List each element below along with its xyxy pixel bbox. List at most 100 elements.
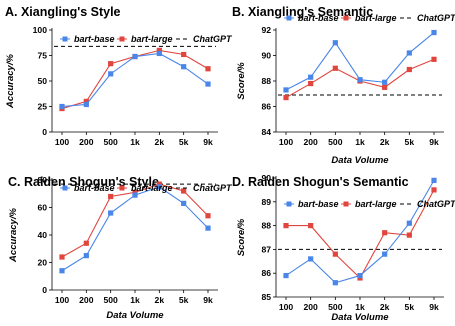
y-tick-label: 92: [261, 25, 271, 35]
data-point-bart-large: [132, 189, 138, 195]
legend-entry-bart-base: bart-base: [298, 199, 339, 209]
x-tick-label: 2k: [380, 137, 390, 147]
legend-swatch-marker: [286, 201, 292, 207]
legend-swatch-marker: [62, 185, 68, 191]
data-point-bart-large: [283, 94, 289, 101]
panel-title: D. Raiden Shogun's Semantic: [232, 175, 409, 189]
y-tick-label: 75: [37, 51, 47, 61]
data-point-bart-large: [108, 61, 114, 67]
x-tick-label: 100: [55, 137, 70, 147]
y-tick-label: 88: [261, 221, 271, 231]
legend-swatch-marker: [343, 15, 349, 21]
chart-panel-d: D. Raiden Shogun's Semantic 85 86 87 88 89 90 1…: [232, 173, 455, 323]
y-tick-label: 25: [37, 102, 47, 112]
data-point-bart-base: [205, 225, 211, 231]
data-point-bart-base: [382, 251, 388, 257]
legend-entry-bart-large: bart-large: [131, 34, 173, 44]
y-tick-label: 0: [42, 127, 47, 137]
data-point-bart-base: [332, 280, 338, 286]
x-tick-label: 200: [303, 137, 318, 147]
data-point-bart-large: [83, 240, 89, 246]
x-tick-label: 2k: [155, 295, 165, 305]
x-tick-label: 9k: [203, 295, 213, 305]
legend-entry-bart-base: bart-base: [74, 34, 115, 44]
legend: bart-base bart-large ChatGPT: [60, 34, 233, 44]
data-point-bart-large: [308, 80, 314, 87]
data-point-bart-base: [406, 220, 412, 226]
y-tick-label: 100: [33, 25, 48, 35]
x-tick-label: 1k: [130, 137, 140, 147]
y-tick-label: 88: [261, 76, 271, 86]
data-point-bart-base: [181, 200, 187, 206]
data-point-bart-base: [83, 253, 89, 259]
y-tick-label: 50: [37, 76, 47, 86]
data-point-bart-base: [283, 272, 289, 279]
data-point-bart-base: [406, 50, 412, 56]
data-point-bart-base: [156, 184, 162, 190]
y-tick-label: 60: [37, 203, 47, 213]
data-point-bart-large: [181, 51, 187, 58]
y-tick-label: 20: [37, 258, 47, 268]
x-axis-label: Data Volume: [331, 312, 389, 323]
x-tick-label: 9k: [203, 137, 213, 147]
data-point-bart-base: [181, 64, 187, 70]
x-tick-label: 200: [79, 137, 94, 147]
chart-panel-b: B. Xiangling's Semantic 84 86 88 90 92 100 200 5…: [232, 5, 455, 166]
y-tick-label: 80: [37, 175, 47, 185]
data-point-bart-base: [357, 77, 363, 83]
data-point-bart-large: [156, 47, 162, 53]
panel-title: A. Xiangling's Style: [5, 5, 121, 19]
y-axis-label: Score/%: [236, 218, 247, 256]
x-tick-label: 5k: [405, 302, 415, 312]
data-point-bart-base: [332, 40, 338, 46]
x-tick-label: 2k: [380, 302, 390, 312]
y-axis-label: Accuracy/%: [5, 54, 16, 109]
legend: bart-base bart-large ChatGPT: [284, 199, 455, 209]
x-tick-label: 200: [303, 302, 318, 312]
x-tick-label: 5k: [179, 295, 189, 305]
data-point-bart-base: [59, 103, 65, 110]
legend-entry-chatgpt: ChatGPT: [417, 13, 455, 23]
legend-swatch-marker: [343, 201, 349, 207]
x-tick-label: 9k: [429, 137, 439, 147]
x-tick-label: 9k: [429, 302, 439, 312]
data-point-bart-large: [382, 230, 388, 236]
y-axis-label: Accuracy/%: [8, 208, 19, 263]
data-point-bart-base: [431, 29, 437, 36]
legend-swatch-marker: [119, 185, 125, 191]
series-line-bart-base: [61, 52, 209, 108]
x-tick-label: 5k: [405, 137, 415, 147]
y-tick-label: 87: [261, 244, 271, 254]
x-tick-label: 500: [328, 137, 343, 147]
data-point-bart-large: [332, 251, 338, 257]
x-axis-label: Data Volume: [106, 310, 164, 321]
legend-entry-chatgpt: ChatGPT: [193, 183, 233, 193]
data-point-bart-base: [108, 210, 114, 216]
legend-entry-bart-large: bart-large: [131, 183, 173, 193]
data-point-bart-base: [132, 53, 138, 60]
x-tick-label: 200: [79, 295, 94, 305]
legend-entry-bart-base: bart-base: [298, 13, 339, 23]
x-tick-label: 100: [279, 137, 294, 147]
y-tick-label: 86: [261, 102, 271, 112]
data-point-bart-large: [205, 66, 211, 72]
y-tick-label: 40: [37, 230, 47, 240]
data-point-bart-large: [59, 254, 65, 260]
y-axis-label: Score/%: [236, 62, 247, 100]
x-tick-label: 500: [103, 137, 118, 147]
legend-entry-chatgpt: ChatGPT: [417, 199, 455, 209]
data-point-bart-base: [156, 50, 162, 57]
legend-entry-bart-large: bart-large: [355, 199, 397, 209]
x-tick-label: 1k: [355, 137, 365, 147]
data-point-bart-large: [283, 223, 289, 229]
data-point-bart-base: [283, 87, 289, 93]
x-tick-label: 1k: [355, 302, 365, 312]
data-point-bart-large: [205, 213, 211, 219]
data-point-bart-large: [181, 188, 187, 194]
x-tick-label: 100: [55, 295, 70, 305]
x-tick-label: 2k: [155, 137, 165, 147]
data-point-bart-base: [308, 256, 314, 262]
legend-swatch-marker: [119, 36, 125, 42]
data-point-bart-large: [332, 65, 338, 71]
